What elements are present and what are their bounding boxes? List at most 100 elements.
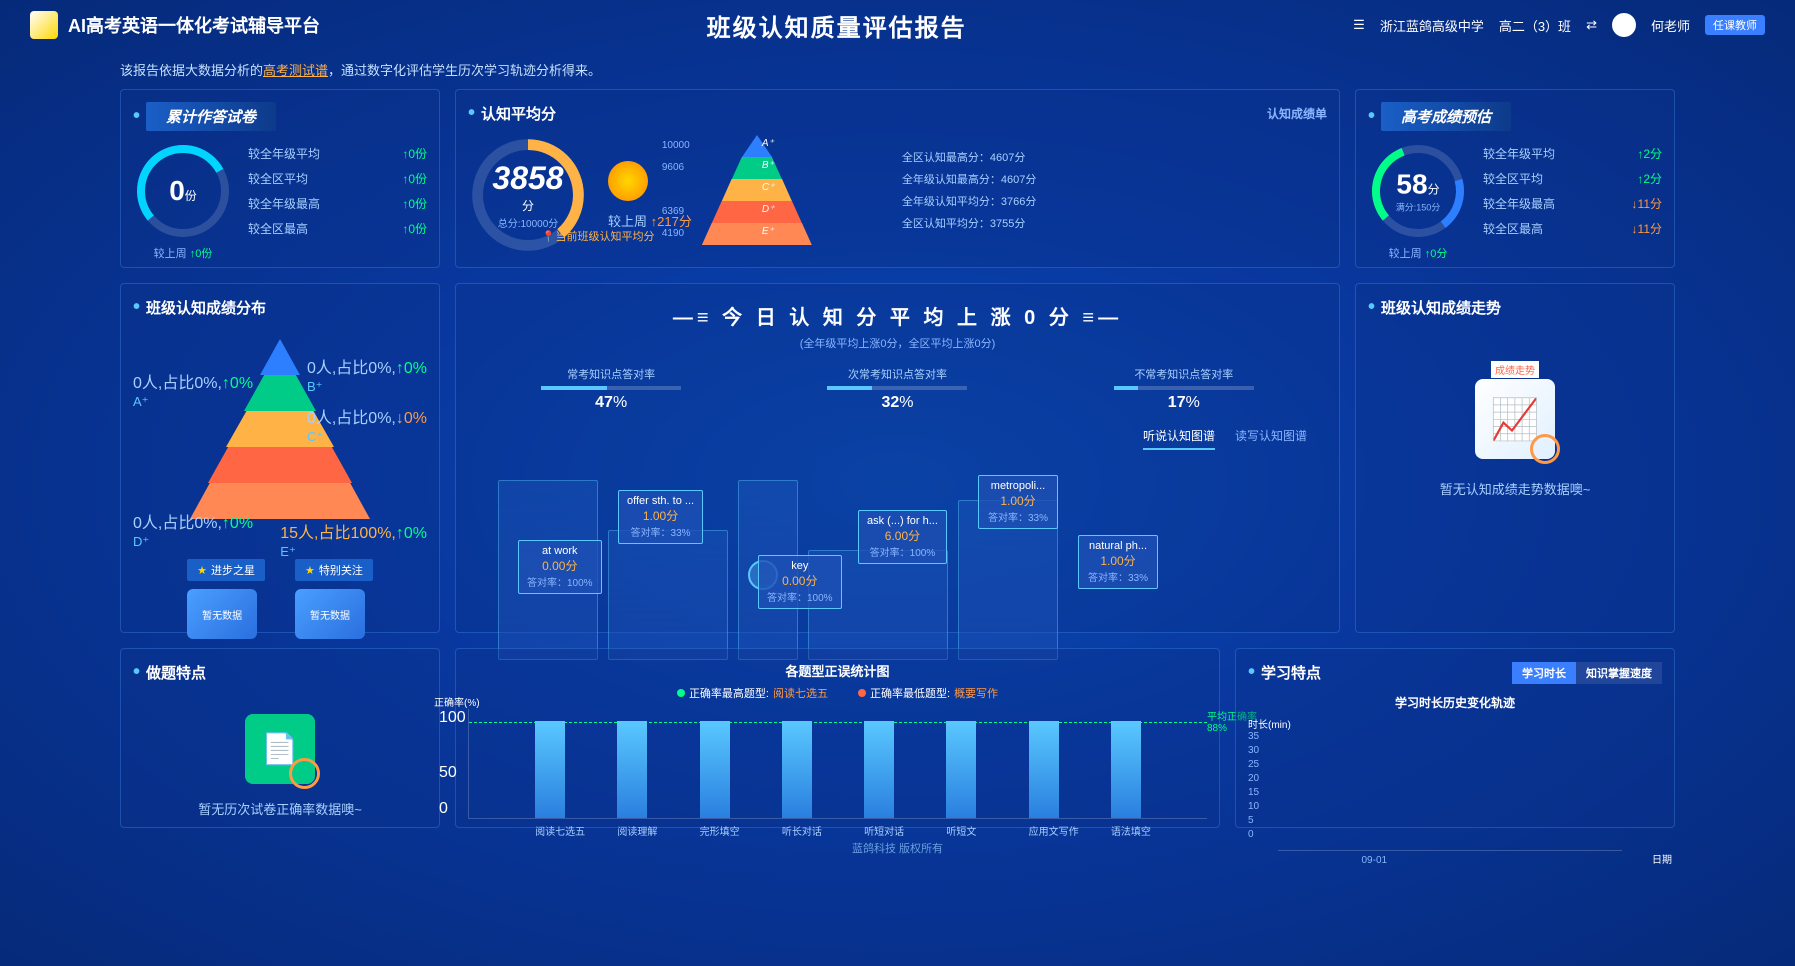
bar [864, 721, 894, 818]
rate-unit: % [899, 394, 913, 411]
bar-label: 阅读七选五 [535, 823, 585, 838]
legend-row: 全年级认知最高分：4607分 [902, 168, 1036, 190]
stat-value: ↑0份 [402, 145, 427, 162]
rate-unit: % [1186, 394, 1200, 411]
badge-title: 进步之星 [211, 562, 255, 578]
toggle-speed[interactable]: 知识掌握速度 [1576, 662, 1662, 684]
tab-listening[interactable]: 听说认知图谱 [1143, 427, 1215, 450]
header: AI高考英语一体化考试辅导平台 班级认知质量评估报告 ☰ 浙江蓝鸽高级中学 高二… [0, 0, 1795, 50]
tab-reading[interactable]: 读写认知图谱 [1235, 427, 1307, 450]
exam-forecast-panel: 高考成绩预估 58分满分:150分 较上周 ↑0分 较全年级平均↑2分 较全区平… [1355, 89, 1675, 268]
avatar[interactable] [1612, 13, 1636, 37]
legend-label: 正确率最低题型: [870, 685, 950, 701]
panel-title: 做题特点 [133, 661, 427, 684]
no-data-text: 暂无认知成绩走势数据噢~ [1368, 479, 1662, 498]
today-banner: —≡ 今 日 认 知 分 平 均 上 涨 0 分 ≡— [468, 296, 1327, 335]
knowledge-map[interactable]: at work0.00分答对率：100% offer sth. to ...1.… [468, 460, 1327, 680]
legend-dot-icon [677, 689, 685, 697]
score-sheet-link[interactable]: 认知成绩单 [1267, 105, 1327, 122]
switch-icon[interactable]: ⇄ [1586, 17, 1597, 33]
knowledge-node[interactable]: at work0.00分答对率：100% [518, 540, 602, 594]
panel-title: 班级认知成绩走势 [1368, 296, 1662, 319]
intro-link[interactable]: 高考测试谱 [263, 63, 328, 78]
bar-label: 听长对话 [782, 823, 822, 838]
dist-grade: E⁺ [280, 544, 296, 559]
bar [535, 721, 565, 818]
dist-pct: ↑0% [222, 375, 253, 392]
star-icon: ★ [305, 564, 315, 577]
stat-value: ↓11分 [1632, 220, 1662, 237]
gauge-unit: 分 [1428, 183, 1440, 197]
dist-text: 0人,占比0%, [133, 375, 222, 392]
legend-value: 阅读七选五 [773, 685, 828, 701]
gauge-sub: 满分:150分 [1396, 201, 1441, 214]
dist-text: 0人,占比0%, [307, 360, 396, 377]
dist-pct: ↑0% [396, 525, 427, 542]
stat-value: ↑0份 [402, 195, 427, 212]
trend-panel: 班级认知成绩走势 成绩走势 暂无认知成绩走势数据噢~ [1355, 283, 1675, 633]
stat-label: 较全年级平均 [248, 145, 320, 162]
study-chart: 时长(min) 35 30 25 20 15 10 5 0 09-01 日期 [1248, 731, 1662, 851]
gauge-unit: 份 [185, 189, 197, 203]
pyramid-legend: 全区认知最高分：4607分 全年级认知最高分：4607分 全年级认知平均分：37… [902, 146, 1036, 234]
stat-value: ↑2分 [1637, 170, 1662, 187]
knowledge-node[interactable]: offer sth. to ...1.00分答对率：33% [618, 490, 703, 544]
bar [1029, 721, 1059, 818]
cumulative-papers-panel: 累计作答试卷 0份 较上周 ↑0份 较全年级平均↑0份 较全区平均↑0份 较全年… [120, 89, 440, 268]
page-title: 班级认知质量评估报告 [707, 8, 967, 43]
chart-legend: 正确率最高题型:阅读七选五 正确率最低题型:概要写作 [468, 685, 1207, 701]
bar-label: 语法填空 [1111, 823, 1151, 838]
compare-label: 较上周 [608, 214, 647, 229]
problem-panel: 做题特点 📄 暂无历次试卷正确率数据噢~ [120, 648, 440, 828]
tick: 4190 [662, 223, 690, 245]
knowledge-node[interactable]: natural ph...1.00分答对率：33% [1078, 535, 1158, 589]
grade: C⁺ [762, 182, 775, 193]
trend-label: 成绩走势 [1491, 361, 1539, 378]
grade: D⁺ [762, 204, 775, 215]
y-tick: 20 [1248, 773, 1259, 787]
cognition-tabs: 听说认知图谱 读写认知图谱 [468, 427, 1327, 450]
panel-title: 学习特点 学习时长 知识掌握速度 [1248, 661, 1662, 684]
intro-text: 该报告依据大数据分析的高考测试谱，通过数字化评估学生历次学习轨迹分析得来。 [0, 50, 1795, 89]
knowledge-node[interactable]: ask (...) for h...6.00分答对率：100% [858, 510, 947, 564]
rate-label: 常考知识点答对率 [541, 366, 681, 382]
stat-label: 较全区最高 [248, 220, 308, 237]
knowledge-node[interactable]: key0.00分答对率：100% [758, 555, 842, 609]
attention-badge[interactable]: ★特别关注 暂无数据 [295, 559, 373, 639]
progress-star-badge[interactable]: ★进步之星 暂无数据 [187, 559, 265, 639]
y-tick: 0 [439, 800, 448, 818]
dist-grade: D⁺ [133, 534, 149, 549]
avg-value: 88% [1207, 723, 1227, 734]
current-marker: 📍当前班级认知平均分 [542, 228, 655, 244]
document-icon: 📄 [245, 714, 315, 784]
study-panel: 学习特点 学习时长 知识掌握速度 学习时长历史变化轨迹 时长(min) 35 3… [1235, 648, 1675, 828]
bar [1111, 721, 1141, 818]
knowledge-node[interactable]: metropoli...1.00分答对率：33% [978, 475, 1058, 529]
bar [946, 721, 976, 818]
toggle-group: 学习时长 知识掌握速度 [1512, 662, 1662, 684]
dist-pct: ↑0% [396, 360, 427, 377]
title-text: 做题特点 [146, 662, 206, 683]
stat-label: 较全年级平均 [1483, 145, 1555, 162]
rate-unit: % [613, 394, 627, 411]
title-text: 累计作答试卷 [146, 102, 276, 131]
gauge-value: 58 [1396, 169, 1427, 200]
rate-value: 47 [595, 394, 613, 411]
legend-value: 概要写作 [954, 685, 998, 701]
y-tick: 25 [1248, 759, 1259, 773]
y-axis-label: 正确率(%) [434, 694, 480, 709]
rate-label: 次常考知识点答对率 [827, 366, 967, 382]
y-tick: 35 [1248, 731, 1259, 745]
chart-title: 各题型正误统计图 [468, 661, 1207, 680]
header-right: ☰ 浙江蓝鸽高级中学 高二（3）班 ⇄ 何老师 任课教师 [1353, 13, 1765, 37]
no-data-text: 暂无历次试卷正确率数据噢~ [133, 799, 427, 818]
legend-row: 全年级认知平均分：3766分 [902, 190, 1036, 212]
toggle-duration[interactable]: 学习时长 [1512, 662, 1576, 684]
legend-row: 全区认知最高分：4607分 [902, 146, 1036, 168]
bar-label: 完形填空 [700, 823, 740, 838]
stat-value: ↑2分 [1637, 145, 1662, 162]
stat-label: 较全区平均 [1483, 170, 1543, 187]
bar-chart-panel: 各题型正误统计图 正确率最高题型:阅读七选五 正确率最低题型:概要写作 正确率(… [455, 648, 1220, 828]
class-name[interactable]: 高二（3）班 [1499, 16, 1571, 35]
tick: 9606 [662, 157, 690, 179]
